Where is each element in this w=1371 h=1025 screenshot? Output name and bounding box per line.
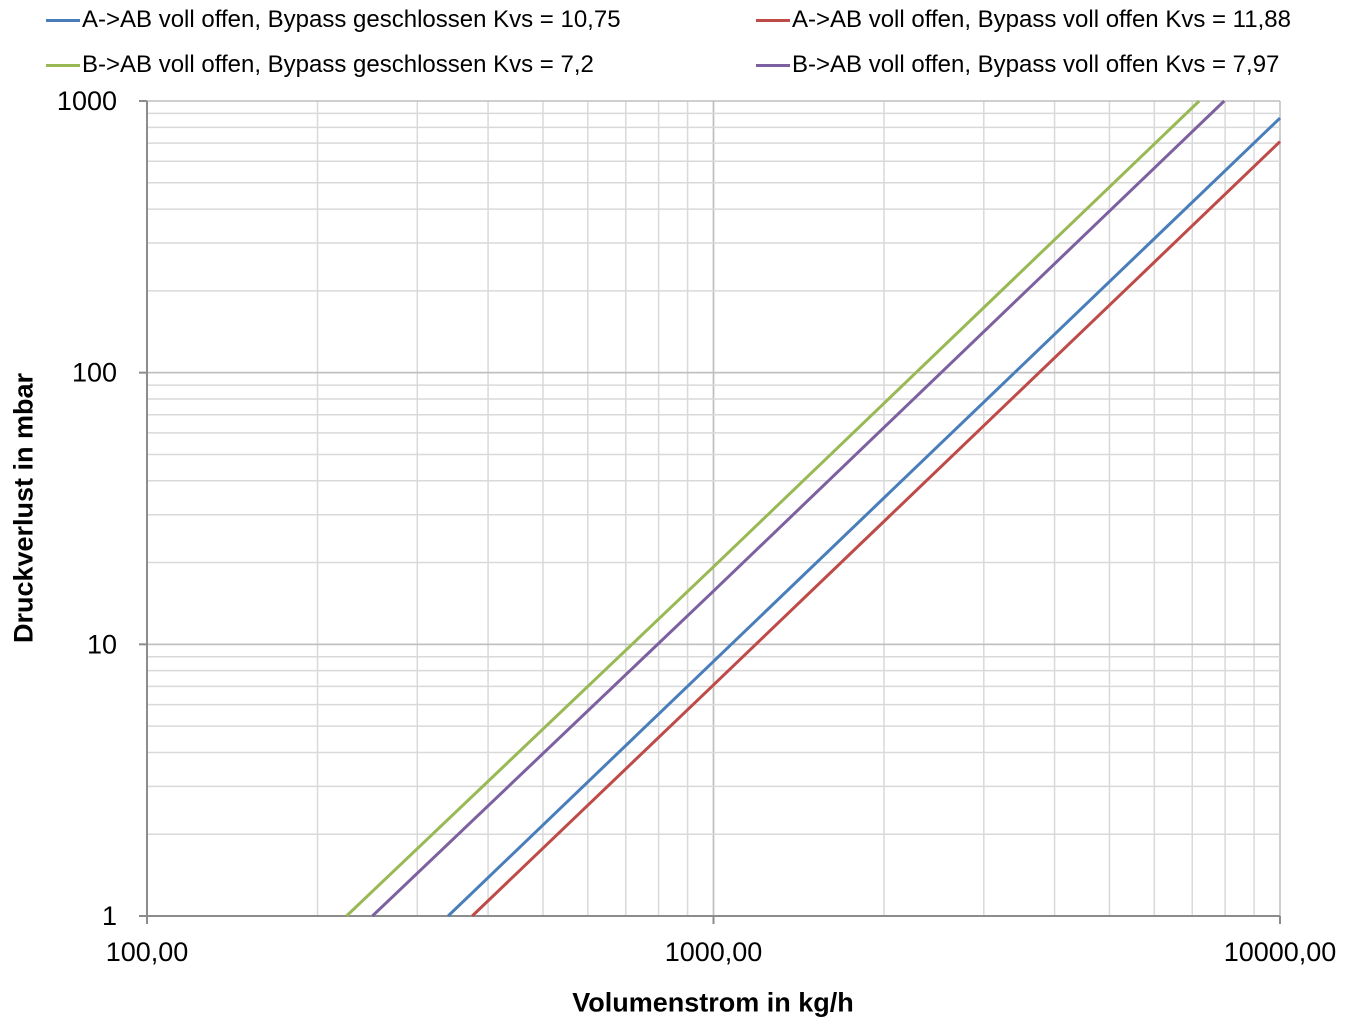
legend-item-2: A->AB voll offen, Bypass voll offen Kvs … xyxy=(756,6,1291,34)
legend-label-1: A->AB voll offen, Bypass geschlossen Kvs… xyxy=(82,6,621,33)
legend-label-3: B->AB voll offen, Bypass geschlossen Kvs… xyxy=(82,51,594,78)
tick-labels: 1 10 100 1000 100,00 1000,00 10000,00 xyxy=(57,86,1336,967)
series-line-4 xyxy=(371,99,1226,918)
x-tick-label: 100,00 xyxy=(106,937,189,967)
legend-swatch-2 xyxy=(756,18,790,22)
y-tick-label: 100 xyxy=(72,358,117,388)
legend-label-2: A->AB voll offen, Bypass voll offen Kvs … xyxy=(792,6,1291,33)
y-axis-title: Druckverlust in mbar xyxy=(8,372,39,644)
series-line-1 xyxy=(447,117,1282,918)
series-line-3 xyxy=(345,99,1201,918)
y-tick-label: 10 xyxy=(87,629,117,659)
series-lines xyxy=(345,99,1282,918)
legend-item-3: B->AB voll offen, Bypass geschlossen Kvs… xyxy=(46,51,594,79)
legend-swatch-3 xyxy=(46,63,80,67)
legend-item-4: B->AB voll offen, Bypass voll offen Kvs … xyxy=(756,51,1279,79)
grid-lines xyxy=(146,100,1281,917)
series-line-2 xyxy=(471,140,1282,918)
legend-swatch-4 xyxy=(756,63,790,67)
y-tick-label: 1 xyxy=(102,901,117,931)
axes xyxy=(139,100,1281,924)
legend-swatch-1 xyxy=(46,18,80,22)
legend-item-1: A->AB voll offen, Bypass geschlossen Kvs… xyxy=(46,6,621,34)
x-tick-label: 10000,00 xyxy=(1224,937,1337,967)
x-tick-label: 1000,00 xyxy=(665,937,763,967)
x-axis-title: Volumenstrom in kg/h xyxy=(572,987,854,1018)
y-tick-label: 1000 xyxy=(57,86,117,116)
legend-label-4: B->AB voll offen, Bypass voll offen Kvs … xyxy=(792,51,1280,78)
